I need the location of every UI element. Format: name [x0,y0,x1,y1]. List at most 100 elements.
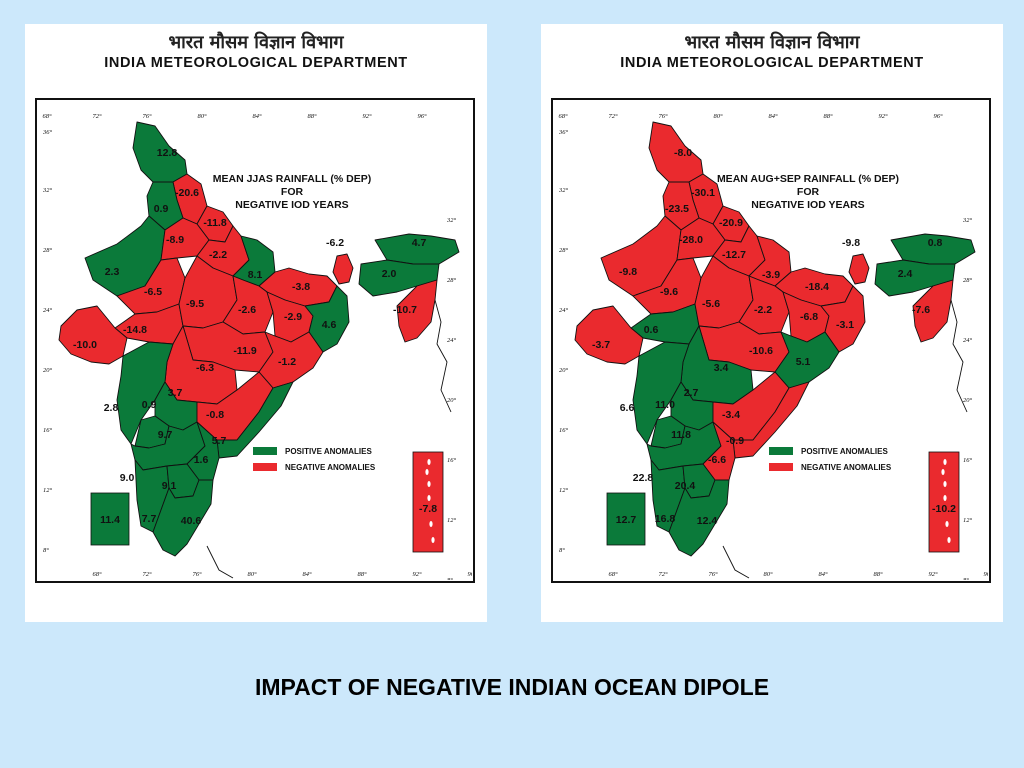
island-mark [431,537,435,543]
inset-box-lakshadweep [606,492,646,546]
value-label-lak: 7.7 [142,513,157,525]
value-label-nico: -7.8 [419,503,437,515]
value-label-assam: 2.4 [898,268,913,280]
subdivision-gwb [820,285,866,353]
subdivision-gwb [304,285,350,353]
lat-tick-left: 8° [559,547,565,554]
header-english: INDIA METEOROLOGICAL DEPARTMENT [620,55,924,71]
lat-tick-right: 16° [447,457,457,464]
lat-tick-left: 12° [559,487,569,494]
value-label-ray: -6.6 [708,454,726,466]
lon-tick-bottom: 72° [658,571,668,578]
island-mark [941,469,945,475]
lat-tick-left: 36° [42,129,53,136]
legend-label-positive: POSITIVE ANOMALIES [801,447,888,456]
value-label-mp_e: -9.5 [186,298,204,310]
value-label-mm: 3.7 [168,387,183,399]
value-label-mm: 2.7 [684,387,699,399]
inset-box-andaman-nicobar [928,451,960,553]
island-mark [427,481,431,487]
value-label-jk: 12.8 [157,147,178,159]
value-label-bih: -3.8 [292,281,310,293]
value-label-nico: -10.2 [932,503,956,515]
value-label-saur: -3.7 [592,339,610,351]
subdivision-konkan [116,341,174,445]
value-label-kar_n: 11.8 [671,429,691,441]
legend-swatch-positive [769,447,793,455]
subdivision-saur [58,305,128,365]
value-label-uk_hr: -11.8 [203,217,227,229]
lat-tick-right: 28° [447,277,457,284]
lon-tick-bottom: 92° [412,571,422,578]
island-mark [429,521,433,527]
map-title-line: FOR [281,186,304,198]
header-hindi: भारत मौसम विज्ञान विभाग [168,32,344,53]
lon-tick-top: 88° [823,113,833,120]
value-label-e_up: 8.1 [248,269,263,281]
subdivision-sikkim [332,253,354,285]
lon-tick-top: 80° [713,113,723,120]
lat-tick-right: 32° [446,217,457,224]
value-label-saur: -10.0 [73,339,97,351]
header-hindi: भारत मौसम विज्ञान विभाग [684,32,860,53]
lon-tick-top: 84° [768,113,778,120]
lat-tick-right: 8° [963,577,969,580]
map-panel-jjas: भारत मौसम विज्ञान विभाग INDIA METEOROLOG… [25,24,487,622]
value-label-vid: -11.9 [233,345,257,357]
subdivision-tn [668,479,730,557]
subdivision-saur [574,305,644,365]
lon-tick-bottom: 80° [763,571,773,578]
value-label-mar: 3.4 [714,362,729,374]
lon-tick-bottom: 96° [983,571,988,578]
value-label-ap: 5.7 [212,435,227,447]
value-label-tel: -3.4 [722,409,740,421]
value-label-anda: 12.7 [616,514,637,526]
value-label-mp_w: -14.8 [123,324,147,336]
lon-tick-top: 92° [878,113,888,120]
value-label-e_raj: -8.9 [166,234,184,246]
value-label-ne_s: -10.7 [393,304,417,316]
lon-tick-top: 80° [197,113,207,120]
lon-tick-top: 84° [252,113,262,120]
india-map-jjas: 68° 68° 72° 72° 76° 76° 80° 80° 84° 84° 88° 88° 92° 9… [42,113,472,580]
value-label-e_up: -3.9 [762,269,780,281]
lon-tick-top: 76° [142,113,152,120]
lat-tick-right: 12° [447,517,457,524]
value-label-guj: -6.5 [144,286,162,298]
lon-tick-top: 76° [658,113,668,120]
value-label-hp_pun: -20.6 [175,187,199,199]
india-map-aug-sep: 68° 68° 72° 72° 76° 76° 80° 80° 84° 84° 88° 88° 92° 9… [558,113,988,580]
value-label-kar_n: 9.7 [158,429,173,441]
lat-tick-left: 28° [43,247,53,254]
value-label-tn_in: 20.4 [675,480,696,492]
map-title-line: NEGATIVE IOD YEARS [751,199,864,211]
value-label-odi: -1.2 [278,356,296,368]
lat-tick-right: 24° [447,337,457,344]
lon-tick-top: 68° [42,113,52,120]
value-label-sikkim: -9.8 [842,237,860,249]
inset-box-andaman-nicobar [412,451,444,553]
subdivision-ne_s [396,279,438,343]
lat-tick-right: 28° [963,277,973,284]
value-label-tn: 12.4 [697,515,718,527]
value-label-jhar: -6.8 [800,311,818,323]
inset-box-lakshadweep [90,492,130,546]
value-label-ne_top: 0.8 [928,237,943,249]
header-english: INDIA METEOROLOGICAL DEPARTMENT [104,55,408,71]
lat-tick-left: 32° [558,187,569,194]
lat-tick-right: 32° [962,217,973,224]
lat-tick-right: 20° [963,397,973,404]
lon-tick-bottom: 80° [247,571,257,578]
lat-tick-left: 24° [559,307,569,314]
island-mark [947,537,951,543]
lat-tick-left: 24° [43,307,53,314]
map-frame: 68° 68° 72° 72° 76° 76° 80° 80° 84° 84° 88° 88° 92° 9… [551,98,991,583]
value-label-mar_c: 11.0 [655,399,675,411]
island-mark [943,481,947,487]
map-title-line: MEAN JJAS RAINFALL (% DEP) [213,173,372,185]
value-label-sikkim: -6.2 [326,237,344,249]
lon-tick-bottom: 96° [467,571,472,578]
value-label-tel: -0.8 [206,409,224,421]
island-mark [943,459,947,465]
value-label-tn: 40.6 [181,515,202,527]
